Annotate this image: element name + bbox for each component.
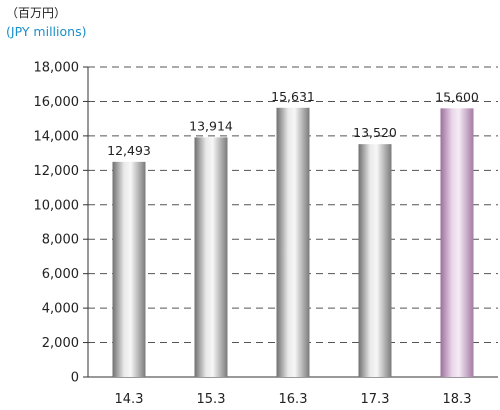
bar-16-3 — [276, 107, 310, 378]
y-tick-label: 4,000 — [42, 302, 79, 317]
data-label: 12,493 — [107, 143, 151, 158]
y-tick-label: 6,000 — [42, 267, 79, 282]
y-tick-label: 16,000 — [34, 95, 80, 110]
y-tick-label: 12,000 — [34, 164, 80, 179]
data-label: 15,600 — [435, 89, 479, 104]
bar-14-3 — [112, 161, 146, 377]
data-label: 15,631 — [271, 89, 315, 104]
data-label: 13,914 — [189, 118, 233, 133]
x-tick-label: 17.3 — [361, 392, 390, 407]
data-label: 13,520 — [353, 125, 397, 140]
x-tick-label: 18.3 — [443, 392, 472, 407]
axis-layer: 0 2,000 4,000 6,000 8,000 10,000 12,000 14,000 1… — [34, 61, 498, 386]
x-tick-label: 15.3 — [197, 392, 226, 407]
y-tick-label: 10,000 — [34, 198, 80, 213]
unit-label-jp: （百万円） — [6, 6, 67, 20]
label-layer: 12,493 14.3 13,914 15.3 15,631 16.3 13,520 17.3… — [107, 89, 479, 407]
unit-label-en: (JPY millions) — [6, 24, 87, 39]
y-tick-label: 8,000 — [42, 233, 79, 248]
x-tick-label: 14.3 — [115, 392, 144, 407]
bar-15-3 — [194, 137, 228, 377]
bar-layer — [112, 107, 474, 378]
x-tick-label: 16.3 — [279, 392, 308, 407]
y-tick-label: 14,000 — [34, 129, 80, 144]
y-tick-label: 2,000 — [42, 336, 79, 351]
y-tick-label: 18,000 — [34, 61, 80, 76]
y-tick-label: 0 — [71, 371, 79, 386]
bar-18-3 — [440, 108, 474, 377]
bar-17-3 — [358, 144, 392, 377]
